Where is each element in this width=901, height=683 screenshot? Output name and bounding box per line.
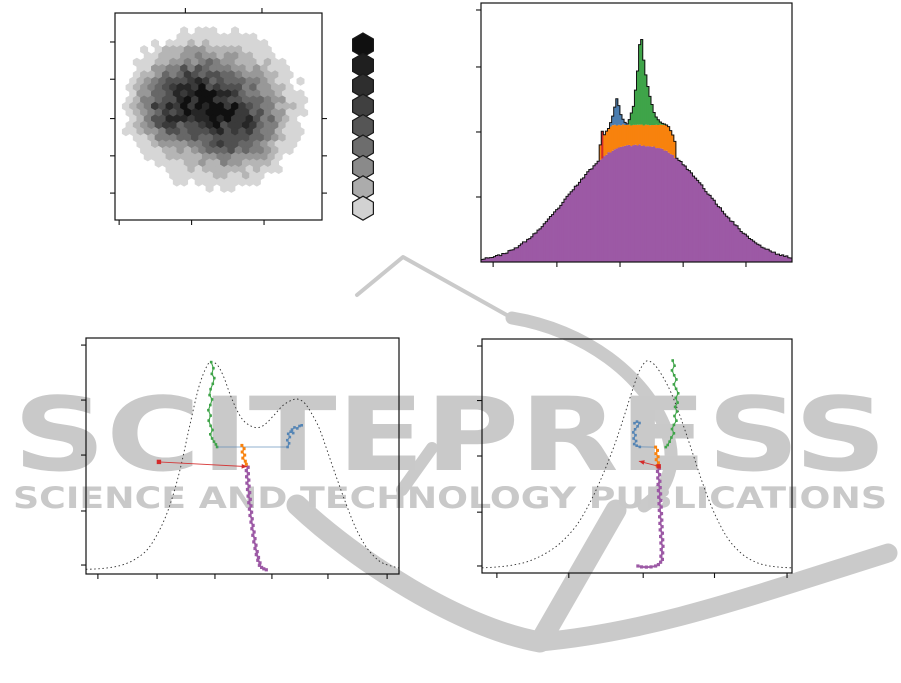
histogram-outline [481,39,792,260]
trace-blue-walk [632,420,656,449]
watermark: SCITEPRESS SCIENCE AND TECHNOLOGY PUBLIC… [13,255,898,653]
red-jump-marker [156,459,162,465]
hexbin-legend [352,32,374,221]
plot-border [85,337,400,575]
stacked-histogram-plot [476,2,793,267]
red-jump-marker [656,464,661,469]
watermark-swoosh-arc [505,311,678,513]
trace-purple-walk [244,465,268,572]
watermark-bottom-band [530,543,898,652]
density-trace-plot-right [477,338,793,578]
trace-green-walk [664,359,680,449]
red-jump-arrowhead [638,460,645,465]
hexbin-cells [121,26,309,193]
legend-hex-8 [352,195,374,221]
hexbin-plot [110,8,327,225]
histogram-bars [481,39,793,262]
trace-green-walk [207,360,219,449]
watermark-slash [396,442,438,496]
watermark-leaf-outline [355,255,514,320]
watermark-logo-text: SCITEPRESS [13,376,887,495]
trace-blue-walk [217,424,303,449]
red-jump-arrowhead [241,463,248,469]
trace-red-jump [638,460,661,469]
trace-red-jump [156,459,248,469]
density-trace-plot-left [81,337,400,579]
density-curve [85,361,400,570]
watermark-checkmark [286,494,627,653]
plot-border [114,12,323,221]
watermark-tagline-text: SCIENCE AND TECHNOLOGY PUBLICATIONS [13,481,887,515]
